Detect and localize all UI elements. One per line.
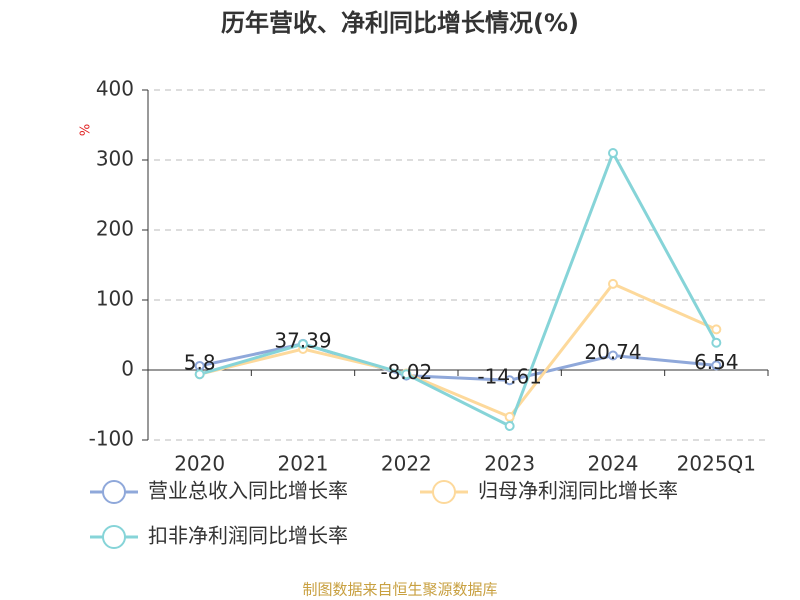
x-tick-label: 2024 xyxy=(588,452,639,476)
value-label: 20.74 xyxy=(584,340,641,364)
legend-label: 扣非净利润同比增长率 xyxy=(148,524,348,548)
point xyxy=(504,375,515,386)
y-tick-label: 400 xyxy=(96,77,134,101)
value-label: -8.02 xyxy=(380,360,432,384)
x-tick-label: 2023 xyxy=(484,452,535,476)
point xyxy=(194,369,205,380)
y-tick-label: -100 xyxy=(89,427,134,451)
value-label: -14.61 xyxy=(477,365,541,389)
series-line xyxy=(199,149,718,429)
series-line xyxy=(199,342,717,382)
point xyxy=(298,339,308,350)
x-tick-label: 2021 xyxy=(278,452,329,476)
point xyxy=(711,324,722,335)
value-label: 5.8 xyxy=(184,350,216,374)
source-note: 制图数据来自恒生聚源数据库 xyxy=(302,581,497,599)
legend-label: 营业总收入同比增长率 xyxy=(148,479,348,503)
legend-swatch xyxy=(102,480,126,504)
y-tick-label: 0 xyxy=(121,357,134,381)
x-tick-label: 2020 xyxy=(174,452,225,476)
series-line xyxy=(199,282,717,419)
legend-swatch xyxy=(102,525,126,549)
x-tick-label: 2022 xyxy=(381,452,432,476)
y-tick-label: 100 xyxy=(96,287,134,311)
point xyxy=(608,350,618,361)
value-label: 6.54 xyxy=(694,350,739,374)
point xyxy=(401,369,412,380)
point xyxy=(608,148,618,158)
y-tick-label: 300 xyxy=(96,147,134,171)
point xyxy=(711,360,722,371)
x-tick-label: 2025Q1 xyxy=(677,452,756,476)
point xyxy=(711,337,722,348)
point xyxy=(504,421,515,431)
legend-swatch xyxy=(432,480,456,504)
point xyxy=(504,411,515,422)
y-tick-label: 200 xyxy=(96,217,134,241)
chart-title: 历年营收、净利同比增长情况(%) xyxy=(221,9,579,37)
y-axis-label: % xyxy=(79,124,94,136)
point xyxy=(608,278,618,289)
legend-label: 归母净利润同比增长率 xyxy=(478,479,678,503)
value-label: 37.39 xyxy=(274,328,331,352)
